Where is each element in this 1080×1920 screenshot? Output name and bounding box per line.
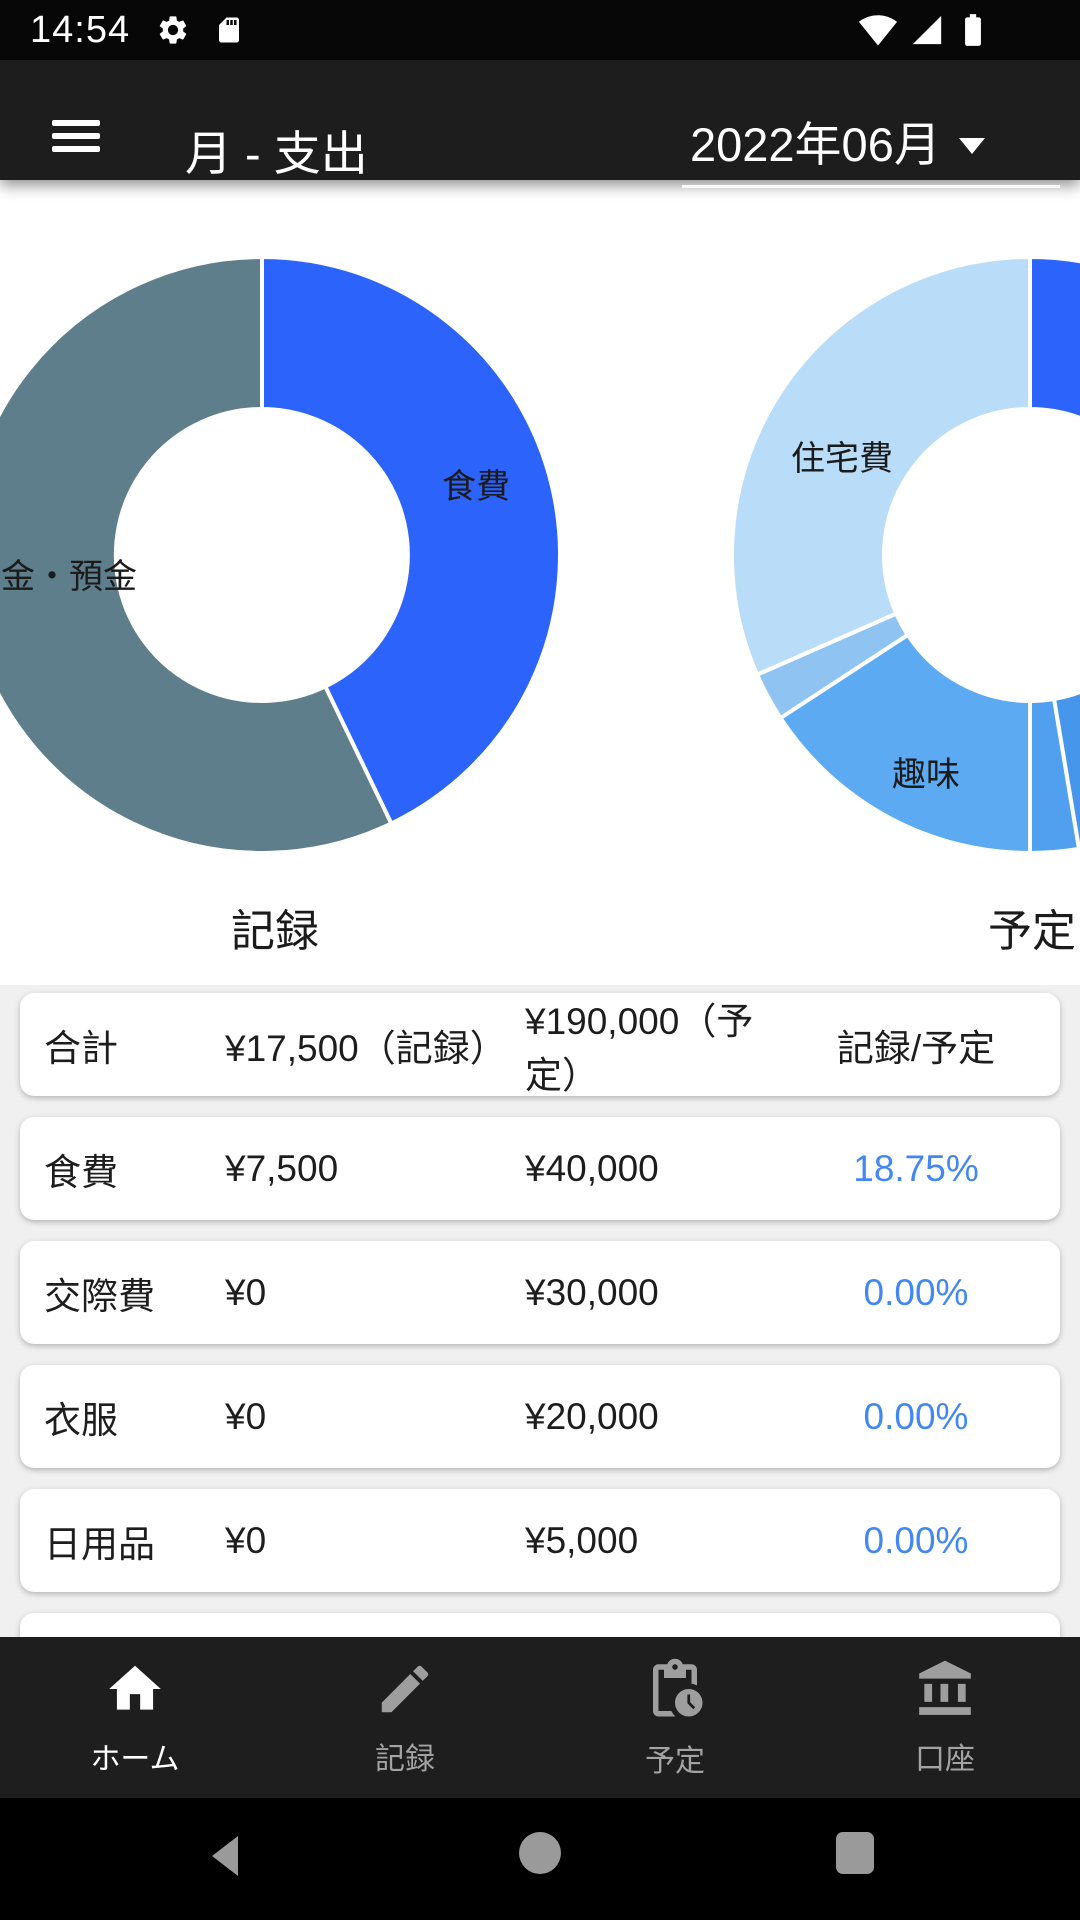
row-planned: ¥5,000	[525, 1519, 639, 1561]
nav-item-accounts[interactable]: 口座	[810, 1637, 1080, 1798]
wifi-icon	[858, 15, 898, 46]
row-recorded: ¥0	[225, 1395, 267, 1437]
status-bar: 14:54	[0, 0, 1080, 60]
donut-segment-label: 住宅費	[791, 440, 893, 478]
nav-label: 口座	[915, 1742, 975, 1776]
table-row[interactable]: 日用品 ¥0 ¥5,000 0.00%	[20, 1489, 1060, 1592]
row-ratio-header: 記録/予定	[836, 1027, 996, 1069]
row-ratio: 0.00%	[863, 1271, 969, 1313]
table-row-partial[interactable]	[20, 1613, 1060, 1637]
table-row-total[interactable]: 合計 ¥17,500（記録） ¥190,000（予定） 記録/予定	[20, 993, 1060, 1096]
row-recorded: ¥17,500（記録）	[225, 1027, 507, 1069]
row-category: 日用品	[44, 1523, 155, 1565]
home-icon	[109, 1665, 161, 1710]
row-planned: ¥30,000	[525, 1271, 659, 1313]
row-recorded: ¥0	[225, 1271, 267, 1313]
row-planned: ¥20,000	[525, 1395, 659, 1437]
clock: 14:54	[30, 8, 131, 51]
page-title: 月 - 支出	[185, 127, 368, 180]
battery-icon	[965, 14, 981, 46]
menu-icon[interactable]	[52, 120, 100, 152]
month-selector[interactable]: 2022年06月	[682, 106, 1060, 188]
cell-signal-icon	[912, 15, 942, 45]
donut-segment[interactable]	[1028, 255, 1080, 519]
row-ratio: 0.00%	[863, 1395, 969, 1437]
row-category: 衣服	[44, 1399, 118, 1441]
pencil-icon	[381, 1665, 429, 1712]
table-row[interactable]: 交際費 ¥0 ¥30,000 0.00%	[20, 1241, 1060, 1344]
donut-segment[interactable]	[778, 632, 1032, 855]
chart-caption: 記録	[231, 907, 319, 956]
table-row[interactable]: 食費 ¥7,500 ¥40,000 18.75%	[20, 1117, 1060, 1220]
row-category: 交際費	[44, 1275, 155, 1317]
settings-gear-icon	[159, 16, 187, 44]
clipboard-clock-icon	[653, 1658, 703, 1716]
system-nav-bar	[0, 1798, 1080, 1920]
row-category: 食費	[44, 1151, 118, 1193]
bank-icon	[919, 1660, 971, 1715]
row-category: 合計	[44, 1027, 118, 1069]
home-button[interactable]	[519, 1832, 561, 1874]
recents-button[interactable]	[836, 1832, 874, 1874]
row-recorded: ¥0	[225, 1519, 267, 1561]
nav-label: 予定	[645, 1744, 705, 1778]
table-row[interactable]: 衣服 ¥0 ¥20,000 0.00%	[20, 1365, 1060, 1468]
sd-card-icon	[219, 17, 239, 43]
nav-item-records[interactable]: 記録	[270, 1637, 540, 1798]
dropdown-caret-icon	[958, 137, 985, 154]
chart-caption: 予定	[988, 907, 1076, 956]
row-ratio: 0.00%	[863, 1519, 969, 1561]
summary-table: 合計 ¥17,500（記録） ¥190,000（予定） 記録/予定 食費 ¥7,…	[0, 985, 1080, 1637]
month-label: 2022年06月	[690, 118, 941, 171]
nav-item-home[interactable]: ホーム	[0, 1637, 270, 1798]
nav-label: ホーム	[90, 1742, 180, 1776]
back-button[interactable]	[206, 1832, 246, 1880]
donut-segment-label: 趣味	[892, 756, 960, 794]
row-recorded: ¥7,500	[225, 1147, 339, 1189]
donut-segment[interactable]	[730, 255, 1032, 677]
nav-label: 記録	[375, 1742, 435, 1776]
donut-segment[interactable]	[0, 255, 394, 855]
app-bar: 月 - 支出 2022年06月	[0, 60, 1080, 188]
donut-segment[interactable]	[260, 255, 562, 826]
bottom-nav: ホーム 記録 予定 口座	[0, 1637, 1080, 1798]
row-ratio: 18.75%	[853, 1147, 979, 1189]
donut-segment-label: 送金・預金	[0, 558, 137, 596]
row-planned: ¥40,000	[525, 1147, 659, 1189]
row-planned: ¥190,000（予定）	[525, 1000, 754, 1096]
nav-item-plans[interactable]: 予定	[540, 1637, 810, 1798]
donut-segment-label: 食費	[442, 468, 510, 506]
